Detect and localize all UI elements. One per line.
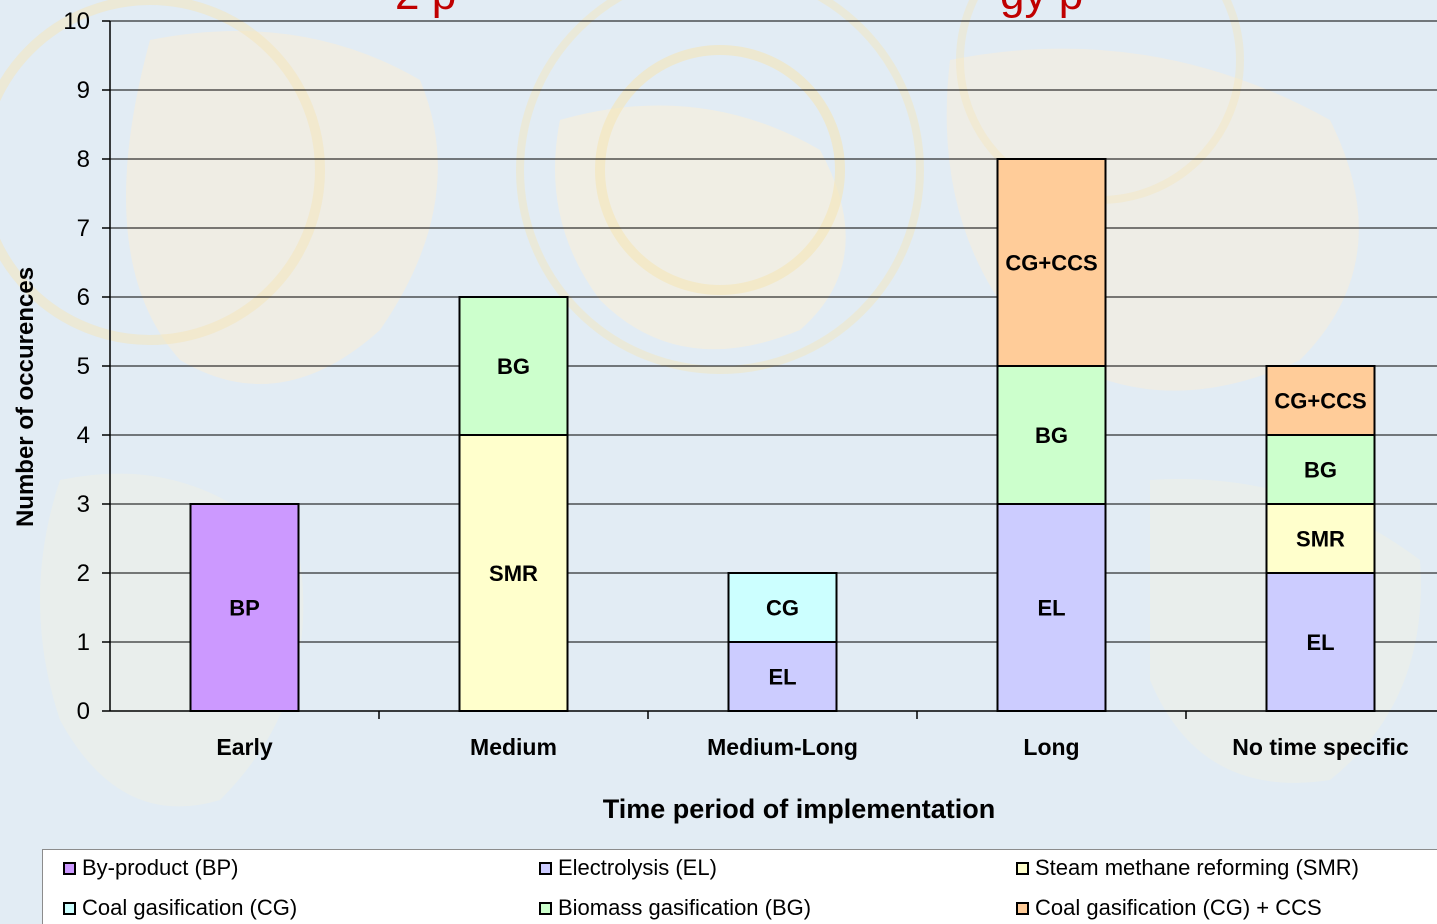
bar-segment xyxy=(458,434,569,712)
data-label: BP xyxy=(229,596,260,621)
data-label: EL xyxy=(1306,630,1334,655)
legend-item: By-product (BP) xyxy=(63,855,239,881)
x-tick-label: Long xyxy=(1023,734,1079,760)
x-tick-label: Medium-Long xyxy=(707,734,858,760)
y-tick-label: 9 xyxy=(77,77,90,104)
legend-swatch xyxy=(539,861,552,875)
title-fragment-right: gy p xyxy=(1000,0,1083,20)
data-label: EL xyxy=(1037,596,1065,621)
legend-label: By-product (BP) xyxy=(82,855,239,880)
y-tick-label: 8 xyxy=(77,146,90,173)
y-tick-label: 3 xyxy=(77,491,90,518)
x-tick-label: No time specific xyxy=(1232,734,1409,760)
data-label: SMR xyxy=(489,561,538,586)
bar-segment xyxy=(189,503,300,712)
y-tick-label: 1 xyxy=(77,629,90,656)
y-tick-label: 5 xyxy=(77,353,90,380)
y-tick-label: 0 xyxy=(77,698,90,725)
gridlines xyxy=(110,20,1437,643)
y-tick-label: 4 xyxy=(77,422,90,449)
y-tick-label: 7 xyxy=(77,215,90,242)
legend-label: Biomass gasification (BG) xyxy=(558,895,812,920)
legend-swatch xyxy=(63,901,76,915)
x-axis-ticks: Early Medium Medium-Long Long No time specif… xyxy=(216,711,1409,760)
bar-segment xyxy=(727,641,838,712)
legend-item: Electrolysis (EL) xyxy=(539,855,717,881)
y-axis-title: Number of occurences xyxy=(12,267,39,527)
x-tick-label: Medium xyxy=(470,734,557,760)
legend-label: Coal gasification (CG) + CCS xyxy=(1035,895,1322,920)
data-label: CG+CCS xyxy=(1005,251,1097,276)
bar-segment xyxy=(1265,365,1376,436)
bars: BP SMR BG EL CG EL BG CG+CCS EL SMR BG CG+CCS xyxy=(189,158,1376,712)
data-label: BG xyxy=(1304,458,1337,483)
y-axis-ticks: 0 1 2 3 4 5 6 7 8 9 10 xyxy=(63,8,110,725)
y-tick-label: 10 xyxy=(63,8,90,35)
data-label: SMR xyxy=(1296,527,1345,552)
bar-segment xyxy=(1265,434,1376,505)
data-label: CG+CCS xyxy=(1274,389,1366,414)
legend-item: Biomass gasification (BG) xyxy=(539,895,811,921)
x-axis-title: Time period of implementation xyxy=(603,794,996,824)
data-label: EL xyxy=(768,665,796,690)
data-label: CG xyxy=(766,596,799,621)
legend-swatch xyxy=(1016,861,1029,875)
y-tick-label: 6 xyxy=(77,284,90,311)
legend-label: Steam methane reforming (SMR) xyxy=(1035,855,1359,880)
legend-swatch xyxy=(1016,901,1029,915)
legend-swatch xyxy=(539,901,552,915)
x-tick-label: Early xyxy=(216,734,272,760)
bar-segment xyxy=(996,158,1107,367)
y-tick-label: 2 xyxy=(77,560,90,587)
legend-label: Coal gasification (CG) xyxy=(82,895,298,920)
legend-swatch xyxy=(63,861,76,875)
legend: By-product (BP) Electrolysis (EL) Steam me… xyxy=(42,849,1437,924)
legend-label: Electrolysis (EL) xyxy=(558,855,717,880)
bar-segment xyxy=(996,503,1107,712)
legend-item: Coal gasification (CG) xyxy=(63,895,297,921)
bar-segment xyxy=(727,572,838,643)
legend-item: Coal gasification (CG) + CCS xyxy=(1016,895,1322,921)
data-label: BG xyxy=(1035,423,1068,448)
legend-item: Steam methane reforming (SMR) xyxy=(1016,855,1359,881)
bar-segment xyxy=(458,296,569,436)
title-fragment-left: 2 p xyxy=(395,0,456,20)
data-label: BG xyxy=(497,354,530,379)
